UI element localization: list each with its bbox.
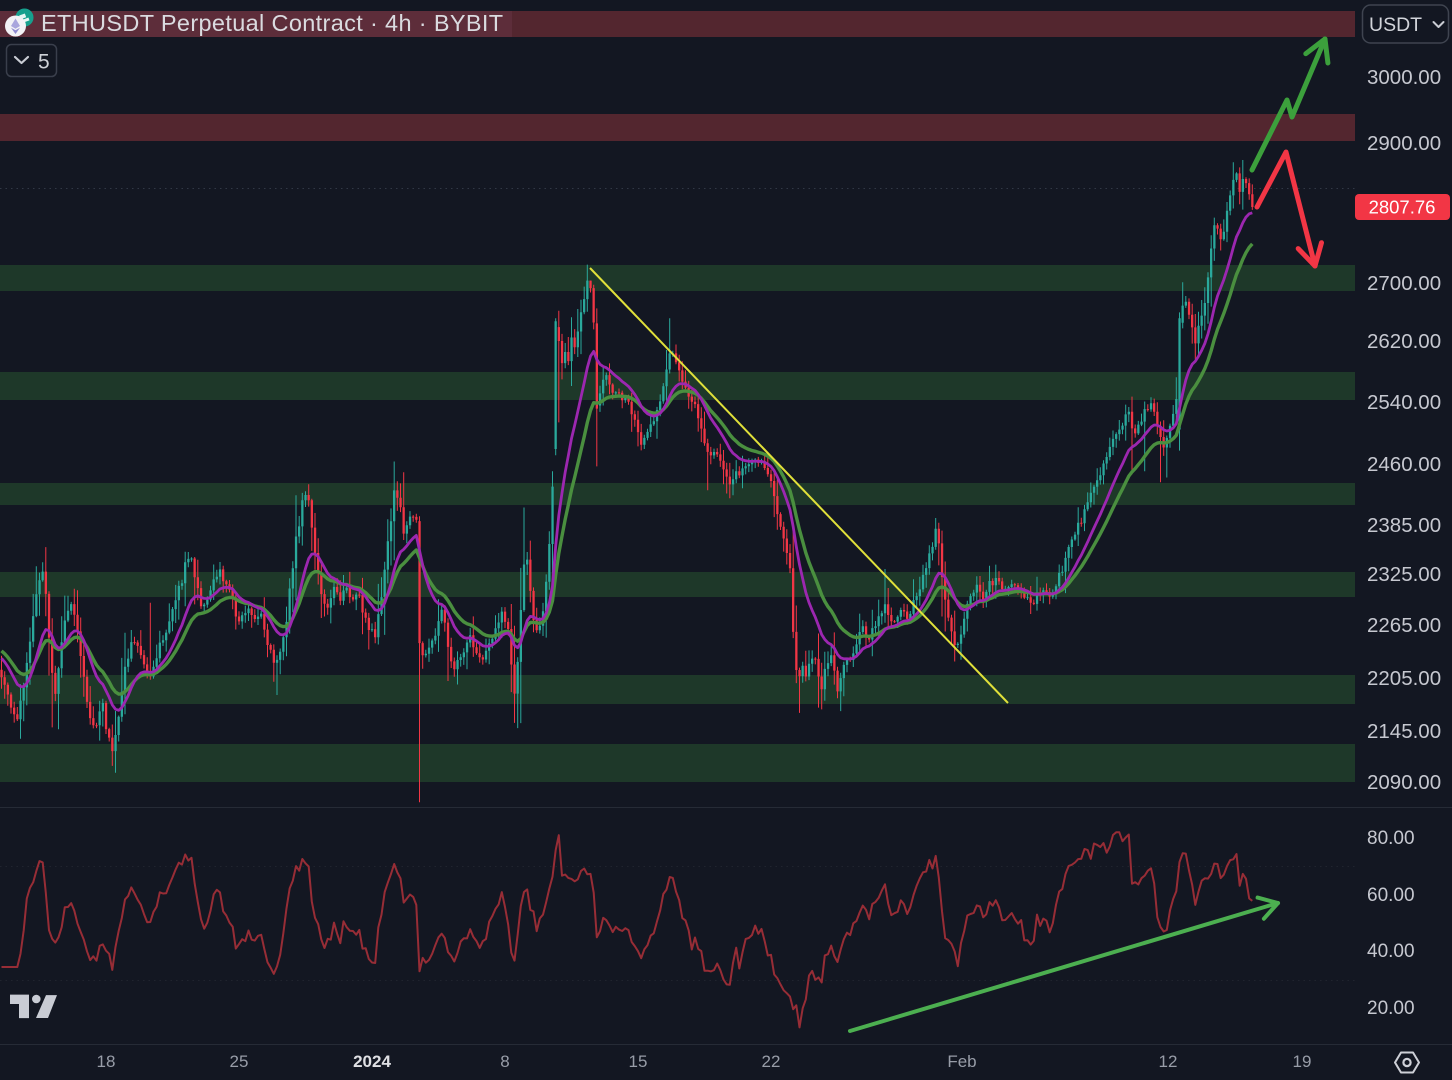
svg-text:8: 8 xyxy=(500,1052,509,1071)
svg-text:3000.00: 3000.00 xyxy=(1367,66,1441,89)
svg-text:19: 19 xyxy=(1293,1052,1312,1071)
svg-text:40.00: 40.00 xyxy=(1367,941,1415,962)
svg-text:15: 15 xyxy=(629,1052,648,1071)
svg-text:2460.00: 2460.00 xyxy=(1367,453,1441,476)
svg-text:2325.00: 2325.00 xyxy=(1367,563,1441,586)
svg-text:12: 12 xyxy=(1159,1052,1178,1071)
svg-text:60.00: 60.00 xyxy=(1367,885,1415,906)
svg-text:20.00: 20.00 xyxy=(1367,998,1415,1019)
svg-text:25: 25 xyxy=(230,1052,249,1071)
svg-text:2024: 2024 xyxy=(353,1052,391,1071)
svg-text:5: 5 xyxy=(38,51,50,74)
svg-text:2265.00: 2265.00 xyxy=(1367,614,1441,637)
svg-text:80.00: 80.00 xyxy=(1367,828,1415,849)
svg-text:2620.00: 2620.00 xyxy=(1367,330,1441,353)
svg-text:2090.00: 2090.00 xyxy=(1367,771,1441,794)
svg-text:2145.00: 2145.00 xyxy=(1367,720,1441,743)
svg-text:2205.00: 2205.00 xyxy=(1367,667,1441,690)
svg-text:22: 22 xyxy=(762,1052,781,1071)
svg-text:USDT: USDT xyxy=(1369,14,1422,36)
svg-text:2385.00: 2385.00 xyxy=(1367,514,1441,537)
svg-text:Feb: Feb xyxy=(947,1052,976,1071)
svg-text:2700.00: 2700.00 xyxy=(1367,272,1441,295)
svg-text:2540.00: 2540.00 xyxy=(1367,391,1441,414)
svg-text:2900.00: 2900.00 xyxy=(1367,132,1441,155)
svg-text:2807.76: 2807.76 xyxy=(1369,197,1436,218)
svg-text:18: 18 xyxy=(97,1052,116,1071)
svg-text:ETHUSDT Perpetual Contract · 4: ETHUSDT Perpetual Contract · 4h · BYBIT xyxy=(41,10,503,36)
